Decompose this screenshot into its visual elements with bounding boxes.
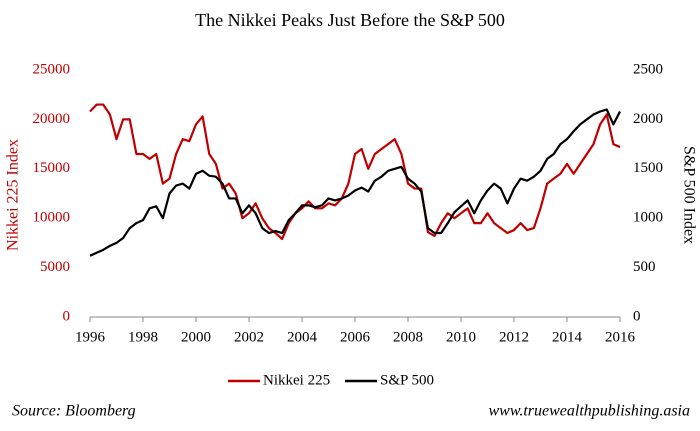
y-tick-label: 5000 xyxy=(40,259,70,275)
chart-title: The Nikkei Peaks Just Before the S&P 500 xyxy=(195,10,505,30)
x-tick-label: 2006 xyxy=(340,329,371,345)
y2-tick-label: 1500 xyxy=(633,160,663,176)
y2-tick-label: 2000 xyxy=(633,111,663,127)
y-tick-label: 15000 xyxy=(33,160,71,176)
website: www.truewealthpublishing.asia xyxy=(489,403,691,420)
x-tick-label: 2010 xyxy=(446,329,476,345)
y2-axis-label: S&P 500 Index xyxy=(680,146,697,244)
x-tick-label: 2016 xyxy=(605,329,636,345)
series-line xyxy=(89,108,621,257)
y-tick-label: 0 xyxy=(63,308,71,324)
y-tick-label: 20000 xyxy=(33,111,71,127)
y-axis-label: Nikkei 225 Index xyxy=(5,139,22,251)
y2-tick-label: 0 xyxy=(633,308,641,324)
source: Source: Bloomberg xyxy=(12,403,136,420)
x-tick-label: 2004 xyxy=(287,329,318,345)
legend-label: S&P 500 xyxy=(380,372,434,388)
y2-tick-label: 500 xyxy=(633,259,656,275)
series-line xyxy=(89,103,621,241)
x-tick-label: 2012 xyxy=(499,329,529,345)
x-tick-label: 2008 xyxy=(393,329,423,345)
x-tick-label: 2014 xyxy=(552,329,583,345)
y-tick-label: 10000 xyxy=(33,210,71,226)
y2-tick-label: 2500 xyxy=(633,61,663,77)
x-tick-label: 2000 xyxy=(181,329,211,345)
legend-label: Nikkei 225 xyxy=(263,372,330,388)
x-tick-label: 1996 xyxy=(75,329,106,345)
y2-tick-label: 1000 xyxy=(633,210,663,226)
x-tick-label: 1998 xyxy=(128,329,158,345)
x-tick-label: 2002 xyxy=(234,329,264,345)
y-tick-label: 25000 xyxy=(33,61,71,77)
